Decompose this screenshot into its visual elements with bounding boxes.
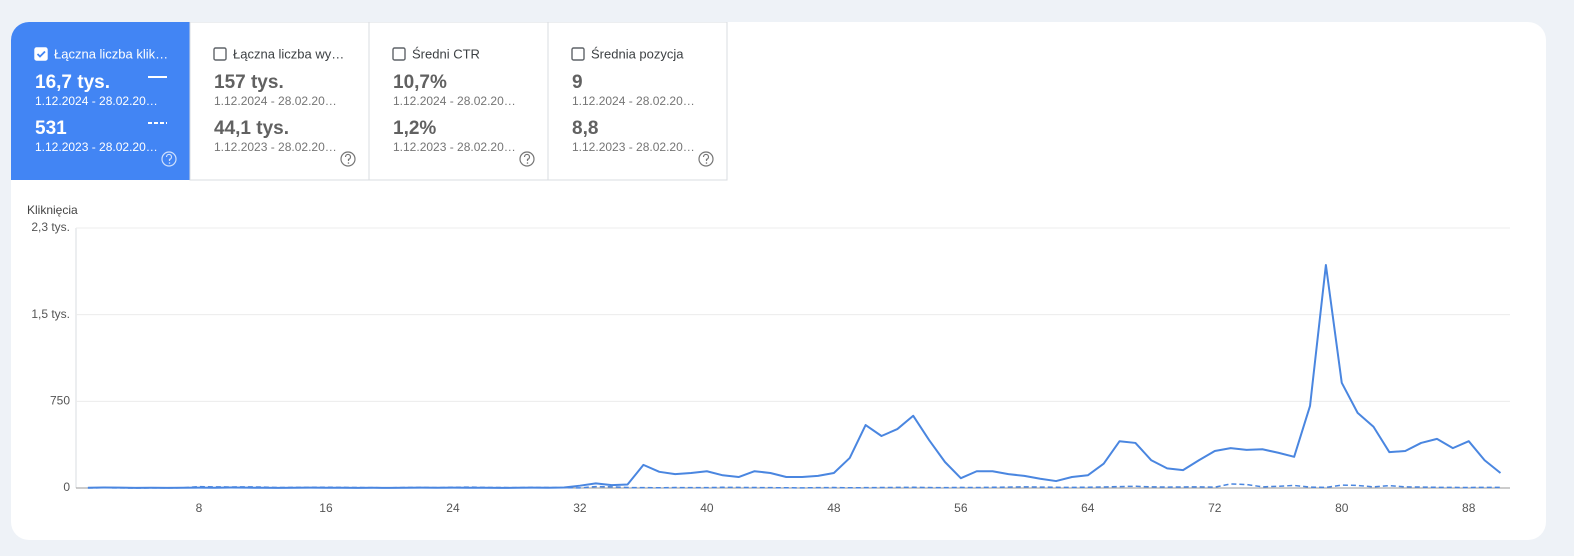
current-range: 1.12.2024 - 28.02.20… [393, 94, 516, 108]
metric-card[interactable]: Średni CTR 10,7%1.12.2024 - 28.02.20… 1,2%… [368, 22, 549, 181]
checkmark [36, 50, 46, 58]
x-tick-label: 80 [1335, 501, 1349, 515]
metric-card[interactable]: Łączna liczba wy… 157 tys.1.12.2024 - 28.… [189, 22, 370, 181]
x-tick-label: 64 [1081, 501, 1095, 515]
chart: Kliknięcia 0 750 1,5 tys. 2,3 tys. 8 16 24 32 40… [27, 203, 1510, 515]
previous-value: 531 [35, 118, 67, 139]
checkbox[interactable] [34, 47, 48, 61]
y-tick-label: 2,3 tys. [31, 220, 70, 234]
previous-period-line [87, 483, 1501, 489]
checkbox[interactable] [213, 47, 227, 61]
help-icon[interactable] [340, 151, 356, 167]
current-value: 10,7% [393, 72, 447, 93]
x-tick-label: 56 [954, 501, 968, 515]
previous-value: 44,1 tys. [214, 118, 289, 139]
x-tick-label: 72 [1208, 501, 1222, 515]
card-label: Łączna liczba wy… [233, 46, 344, 61]
help-mark [702, 153, 710, 161]
previous-range: 1.12.2023 - 28.02.20… [35, 140, 158, 154]
metric-card[interactable]: Łączna liczba klik… 16,7 tys.1.12.2024 - … [11, 22, 190, 180]
x-tick-label: 88 [1462, 501, 1476, 515]
x-tick-label: 40 [700, 501, 714, 515]
y-tick-label: 1,5 tys. [31, 307, 70, 321]
y-axis-title: Kliknięcia [27, 203, 78, 217]
help-mark [523, 153, 531, 161]
current-range: 1.12.2024 - 28.02.20… [572, 94, 695, 108]
previous-range: 1.12.2023 - 28.02.20… [214, 140, 337, 154]
checkbox[interactable] [571, 47, 585, 61]
x-tick-label: 8 [196, 501, 203, 515]
help-dot [705, 162, 708, 164]
help-mark [165, 153, 173, 161]
metric-card[interactable]: Średnia pozycja 91.12.2024 - 28.02.20… 8,8… [547, 22, 728, 181]
metric-cards: Łączna liczba klik…16,7 tys.1.12.2024 - … [11, 22, 728, 181]
card-label: Średnia pozycja [591, 46, 684, 61]
help-dot [168, 162, 171, 164]
checkbox[interactable] [392, 47, 406, 61]
previous-value: 8,8 [572, 118, 598, 139]
x-tick-label: 24 [446, 501, 460, 515]
current-value: 9 [572, 72, 583, 93]
current-range: 1.12.2024 - 28.02.20… [35, 94, 158, 108]
previous-value: 1,2% [393, 118, 436, 139]
previous-range: 1.12.2023 - 28.02.20… [393, 140, 516, 154]
card-label: Średni CTR [412, 46, 480, 61]
y-tick-label: 750 [50, 394, 70, 408]
help-mark [344, 153, 352, 161]
help-dot [347, 162, 350, 164]
help-dot [526, 162, 529, 164]
current-value: 16,7 tys. [35, 72, 110, 93]
y-tick-label: 0 [63, 480, 70, 494]
x-tick-label: 16 [319, 501, 333, 515]
help-icon[interactable] [161, 151, 177, 167]
current-range: 1.12.2024 - 28.02.20… [214, 94, 337, 108]
card-label: Łączna liczba klik… [54, 46, 168, 61]
help-icon[interactable] [698, 151, 714, 167]
x-tick-label: 32 [573, 501, 587, 515]
help-icon[interactable] [519, 151, 535, 167]
x-tick-label: 48 [827, 501, 841, 515]
previous-range: 1.12.2023 - 28.02.20… [572, 140, 695, 154]
current-value: 157 tys. [214, 72, 284, 93]
